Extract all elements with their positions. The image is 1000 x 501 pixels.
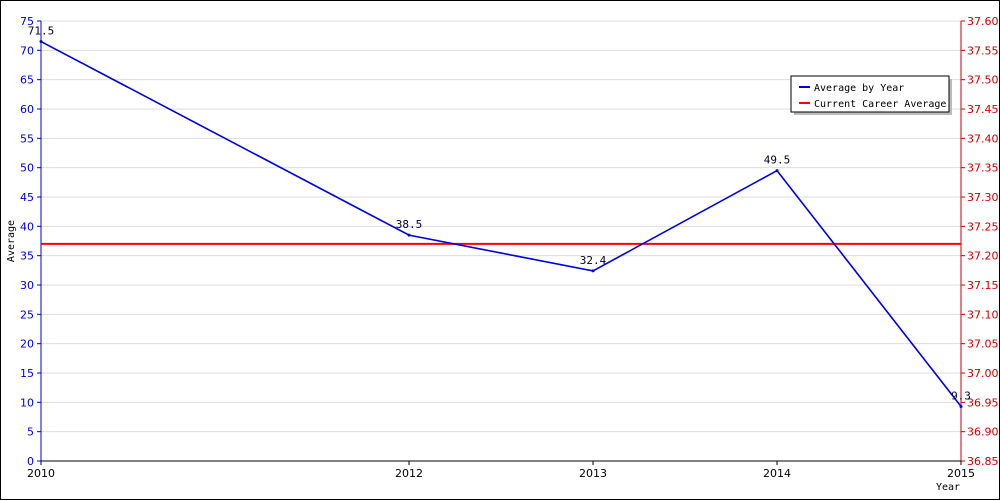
- y-tick-label: 35: [20, 250, 34, 263]
- y-tick-label: 50: [20, 162, 34, 175]
- y2-tick-label: 37.20: [967, 250, 999, 263]
- y-axis-label: Average: [6, 220, 17, 262]
- data-label: 32.4: [580, 254, 607, 267]
- y-tick-label: 5: [27, 426, 34, 439]
- data-point: [591, 269, 595, 273]
- y-tick-label: 60: [20, 103, 34, 116]
- y2-tick-label: 36.95: [967, 396, 999, 409]
- y2-tick-label: 37.50: [967, 74, 999, 87]
- x-axis-label: Year: [936, 482, 960, 493]
- y-tick-label: 20: [20, 338, 34, 351]
- y-tick-label: 0: [27, 455, 34, 468]
- legend: Average by Year Current Career Average: [790, 75, 952, 115]
- data-point: [959, 404, 963, 408]
- y2-tick-label: 37.40: [967, 132, 999, 145]
- legend-entry-career-average: Current Career Average: [814, 99, 946, 110]
- y2-tick-label: 37.55: [967, 44, 999, 57]
- y2-tick-label: 37.45: [967, 103, 999, 116]
- y2-tick-label: 37.10: [967, 308, 999, 321]
- y2-tick-label: 37.15: [967, 279, 999, 292]
- data-point: [407, 233, 411, 237]
- data-point: [39, 40, 43, 44]
- legend-box: [790, 75, 950, 113]
- y2-tick-label: 37.05: [967, 338, 999, 351]
- data-label: 9.3: [951, 389, 971, 402]
- y-tick-label: 75: [20, 15, 34, 28]
- y-tick-label: 10: [20, 396, 34, 409]
- data-point: [775, 169, 779, 173]
- y-tick-label: 70: [20, 44, 34, 57]
- y-tick-label: 30: [20, 279, 34, 292]
- data-label: 49.5: [764, 154, 791, 167]
- data-label: 71.5: [28, 25, 55, 38]
- x-tick-label: 2013: [579, 467, 607, 480]
- axes: 0 5 10 15 20 25 30 35 40 45 50 55 60 65 70 75 36.85 36.90…: [20, 15, 999, 480]
- y-tick-label: 25: [20, 308, 34, 321]
- data-labels: 71.5 38.5 32.4 49.5 9.3: [28, 25, 971, 403]
- y2-tick-label: 37.00: [967, 367, 999, 380]
- x-tick-label: 2014: [763, 467, 791, 480]
- y2-tick-label: 37.60: [967, 15, 999, 28]
- y-tick-label: 40: [20, 220, 34, 233]
- x-tick-label: 2015: [947, 467, 975, 480]
- data-label: 38.5: [396, 218, 423, 231]
- y2-tick-label: 36.85: [967, 455, 999, 468]
- x-tick-label: 2012: [395, 467, 423, 480]
- x-tick-label: 2010: [27, 467, 55, 480]
- y-tick-label: 45: [20, 191, 34, 204]
- series-layer: [39, 40, 963, 408]
- y2-tick-label: 37.35: [967, 162, 999, 175]
- y-tick-label: 65: [20, 74, 34, 87]
- y-tick-label: 15: [20, 367, 34, 380]
- y2-tick-label: 37.25: [967, 220, 999, 233]
- y-tick-label: 55: [20, 132, 34, 145]
- y2-tick-label: 36.90: [967, 426, 999, 439]
- y2-tick-label: 37.30: [967, 191, 999, 204]
- legend-entry-average-by-year: Average by Year: [814, 83, 904, 94]
